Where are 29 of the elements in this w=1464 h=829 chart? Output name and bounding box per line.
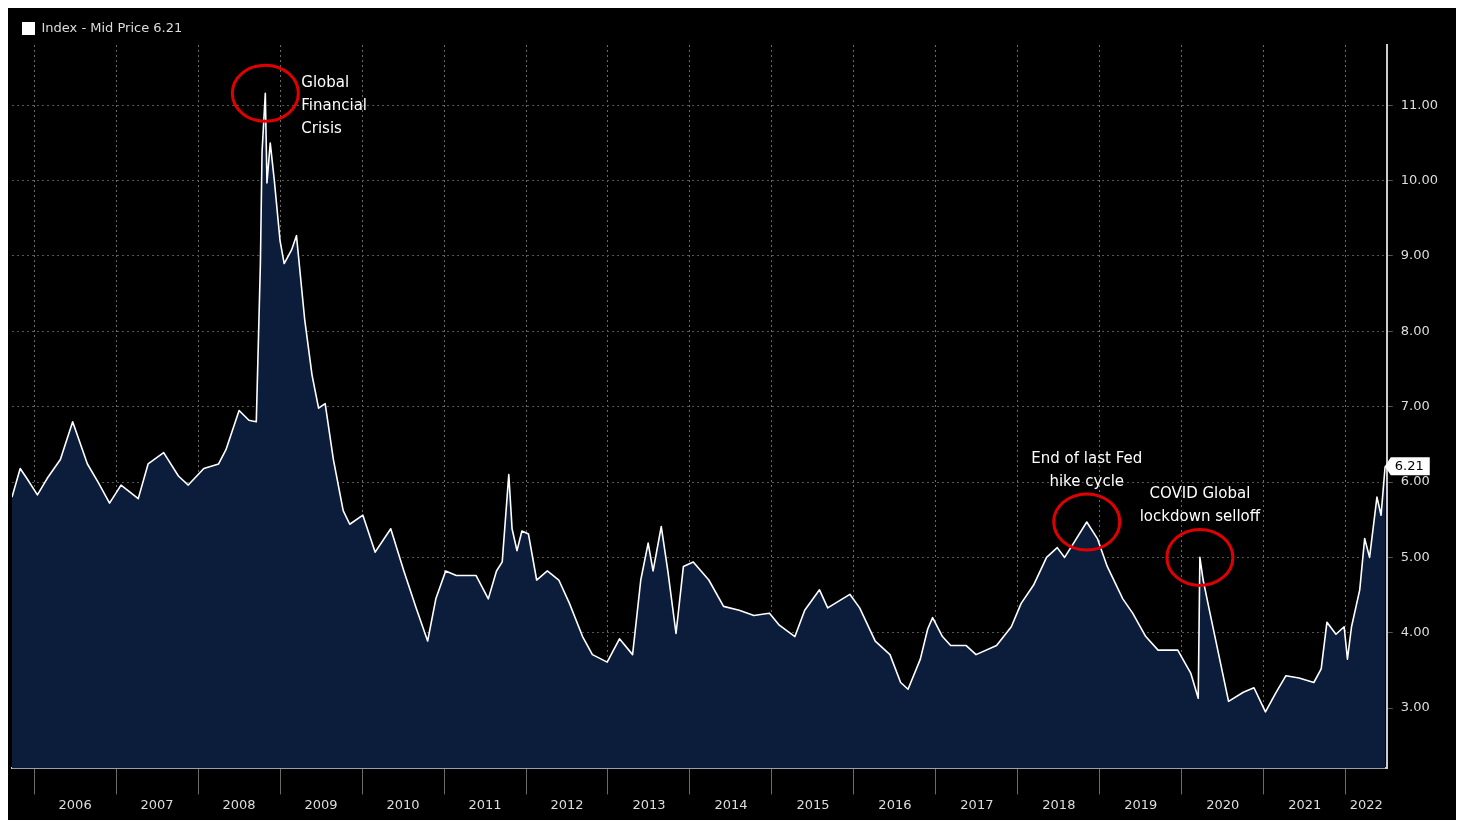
- y-tick-label: 11.00: [1400, 96, 1438, 112]
- x-tick-label: 2007: [140, 796, 174, 812]
- x-tick-label: 2021: [1288, 796, 1322, 812]
- x-tick-label: 2020: [1206, 796, 1240, 812]
- x-tick-label: 2014: [714, 796, 748, 812]
- x-tick-label: 2019: [1124, 796, 1158, 812]
- legend-label: Index - Mid Price 6.21: [41, 19, 183, 35]
- x-tick-label: 2016: [878, 796, 912, 812]
- y-tick-label: 6.00: [1400, 473, 1430, 489]
- x-tick-label: 2013: [632, 796, 666, 812]
- x-tick-label: 2017: [960, 796, 994, 812]
- x-tick-label: 2015: [796, 796, 830, 812]
- x-tick-label: 2012: [550, 796, 584, 812]
- x-tick-label: 2006: [58, 796, 92, 812]
- x-tick-label: 2009: [304, 796, 338, 812]
- x-tick-label: 2011: [468, 796, 502, 812]
- y-tick-label: 9.00: [1400, 247, 1430, 263]
- annotation: 6.21: [1394, 457, 1424, 473]
- y-tick-label: 7.00: [1400, 398, 1430, 414]
- annotation: Global Financial Crisis: [301, 73, 367, 138]
- y-tick-label: 10.00: [1400, 172, 1438, 188]
- x-tick-label: 2008: [222, 796, 256, 812]
- y-tick-label: 8.00: [1400, 322, 1430, 338]
- x-tick-label: 2010: [386, 796, 420, 812]
- y-tick-label: 4.00: [1400, 624, 1430, 640]
- x-tick-label: 2022: [1349, 796, 1383, 812]
- x-tick-label: 2018: [1042, 796, 1076, 812]
- y-tick-label: 5.00: [1400, 548, 1430, 564]
- y-tick-label: 3.00: [1400, 699, 1430, 715]
